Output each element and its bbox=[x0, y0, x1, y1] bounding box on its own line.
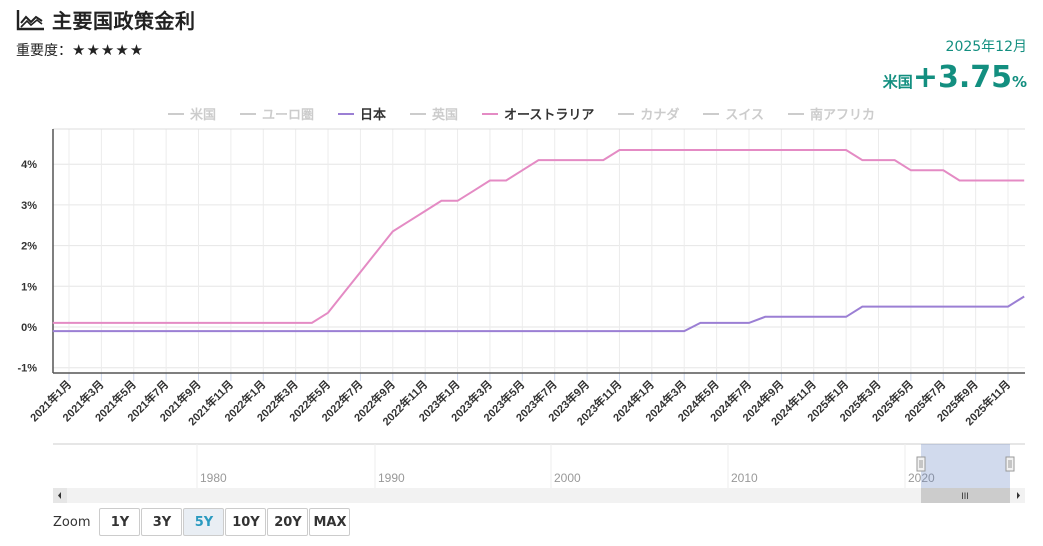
x-axis-label: 2022年1月 bbox=[221, 377, 268, 424]
zoom-button-5y[interactable]: 5Y bbox=[183, 508, 225, 536]
x-axis-label: 2021年9月 bbox=[157, 377, 204, 424]
star-rating-icon: ★★★★★ bbox=[72, 41, 145, 59]
legend-item[interactable]: 米国 bbox=[167, 104, 216, 123]
x-axis-label: 2024年11月 bbox=[768, 377, 819, 428]
zoom-button-1y[interactable]: 1Y bbox=[99, 508, 141, 536]
legend-item[interactable]: 英国 bbox=[410, 104, 458, 123]
legend-label: スイス bbox=[725, 108, 765, 123]
x-axis-label: 2021年11月 bbox=[185, 377, 236, 428]
legend-line-icon bbox=[167, 112, 184, 115]
x-axis-label: 2024年5月 bbox=[675, 377, 722, 424]
x-axis-label: 2023年5月 bbox=[480, 377, 527, 424]
series-line[interactable] bbox=[52, 149, 1025, 324]
x-axis-label: 2025年3月 bbox=[837, 377, 884, 424]
x-axis-label: 2022年5月 bbox=[286, 377, 333, 424]
importance-label: 重要度： bbox=[16, 43, 72, 59]
x-axis-label: 2024年1月 bbox=[610, 377, 657, 424]
zoom-button-max[interactable]: MAX bbox=[309, 508, 351, 536]
legend-label: 南アフリカ bbox=[810, 108, 876, 123]
x-axis-label: 2025年1月 bbox=[804, 377, 851, 424]
navigator-selection[interactable] bbox=[921, 444, 1010, 488]
x-axis-label: 2025年11月 bbox=[962, 377, 1013, 428]
legend-label: ユーロ圏 bbox=[261, 108, 314, 123]
legend-line-icon bbox=[788, 112, 805, 115]
x-axis-label: 2023年9月 bbox=[545, 377, 592, 424]
line-chart-icon bbox=[16, 9, 44, 30]
scroll-left-button[interactable] bbox=[53, 488, 67, 503]
y-axis-label: 1% bbox=[21, 281, 37, 293]
series-line[interactable] bbox=[52, 295, 1025, 333]
y-axis-label: 0% bbox=[21, 322, 37, 334]
navigator-label: 2010 bbox=[731, 471, 758, 485]
page-title: 主要国政策金利 bbox=[52, 9, 196, 33]
navigator-handle[interactable] bbox=[1005, 456, 1015, 472]
legend-line-icon bbox=[239, 112, 256, 115]
legend-item[interactable]: ユーロ圏 bbox=[239, 104, 314, 123]
legend-item[interactable]: スイス bbox=[703, 104, 764, 123]
legend-item[interactable]: カナダ bbox=[618, 104, 679, 123]
legend-label: カナダ bbox=[640, 108, 680, 123]
y-axis-label: -1% bbox=[17, 363, 37, 375]
x-axis-label: 2025年7月 bbox=[901, 377, 948, 424]
navigator-handle[interactable] bbox=[916, 456, 926, 472]
x-axis-label: 2021年1月 bbox=[27, 377, 74, 424]
importance-rating: 重要度：★★★★★ bbox=[16, 40, 144, 60]
y-axis-label: 3% bbox=[21, 200, 37, 212]
y-axis-label: 4% bbox=[21, 159, 37, 171]
x-axis-label: 2021年7月 bbox=[124, 377, 171, 424]
latest-rate: +3.75 bbox=[912, 60, 1012, 95]
latest-unit: % bbox=[1011, 73, 1027, 91]
chart-header: 主要国政策金利 bbox=[16, 5, 196, 34]
legend-item[interactable]: 日本 bbox=[337, 104, 386, 123]
navigator-scrollbar[interactable] bbox=[53, 488, 1025, 503]
x-axis-label: 2023年3月 bbox=[448, 377, 495, 424]
x-axis-label: 2022年3月 bbox=[254, 377, 301, 424]
zoom-button-20y[interactable]: 20Y bbox=[267, 508, 309, 536]
latest-country: 米国 bbox=[882, 73, 913, 91]
navigator-label: 1990 bbox=[378, 471, 405, 485]
latest-date: 2025年12月 bbox=[945, 39, 1027, 55]
x-axis-label: 2022年11月 bbox=[379, 377, 430, 428]
zoom-selector: Zoom 1Y 3Y 5Y 10Y 20Y MAX bbox=[53, 508, 351, 536]
legend-line-icon bbox=[337, 112, 354, 115]
x-axis-label: 2023年7月 bbox=[513, 377, 560, 424]
zoom-button-10y[interactable]: 10Y bbox=[225, 508, 267, 536]
legend-item[interactable]: オーストラリア bbox=[482, 104, 594, 123]
legend-line-icon bbox=[482, 112, 499, 115]
x-axis-label: 2024年9月 bbox=[739, 377, 786, 424]
arrow-right-icon bbox=[1017, 492, 1020, 499]
x-axis-label: 2025年5月 bbox=[869, 377, 916, 424]
x-axis-label: 2024年7月 bbox=[707, 377, 754, 424]
navigator-label: 1980 bbox=[200, 471, 227, 485]
legend-label: オーストラリア bbox=[504, 108, 595, 123]
legend-label: 英国 bbox=[432, 108, 459, 123]
x-axis-label: 2024年3月 bbox=[642, 377, 689, 424]
navigator-label: 2020 bbox=[908, 471, 935, 485]
zoom-button-3y[interactable]: 3Y bbox=[141, 508, 183, 536]
x-axis-label: 2021年3月 bbox=[59, 377, 106, 424]
legend-line-icon bbox=[703, 112, 720, 115]
x-axis-label: 2022年7月 bbox=[318, 377, 365, 424]
latest-value: 米国+3.75% bbox=[883, 60, 1027, 95]
x-axis-label: 2025年9月 bbox=[934, 377, 981, 424]
legend-label: 日本 bbox=[359, 108, 386, 123]
x-axis-label: 2022年9月 bbox=[351, 377, 398, 424]
legend-item[interactable]: 南アフリカ bbox=[788, 104, 875, 123]
zoom-label: Zoom bbox=[53, 514, 91, 530]
latest-value-panel: 2025年12月 米国+3.75% bbox=[883, 36, 1027, 95]
navigator-label: 2000 bbox=[554, 471, 581, 485]
chart-legend: 米国 ユーロ圏 日本 英国 オーストラリア カナダ スイス 南アフリカ bbox=[0, 104, 1043, 123]
x-axis-label: 2023年1月 bbox=[416, 377, 463, 424]
legend-line-icon bbox=[618, 112, 635, 115]
x-axis-label: 2021年5月 bbox=[92, 377, 139, 424]
arrow-left-icon bbox=[58, 492, 61, 499]
scroll-right-button[interactable] bbox=[1011, 488, 1025, 503]
scrollbar-grip-icon: III bbox=[961, 491, 969, 501]
legend-label: 米国 bbox=[189, 108, 216, 123]
y-axis-label: 2% bbox=[21, 241, 37, 253]
legend-line-icon bbox=[410, 112, 426, 115]
scrollbar-thumb[interactable] bbox=[921, 488, 1010, 503]
x-axis-label: 2023年11月 bbox=[574, 377, 625, 428]
